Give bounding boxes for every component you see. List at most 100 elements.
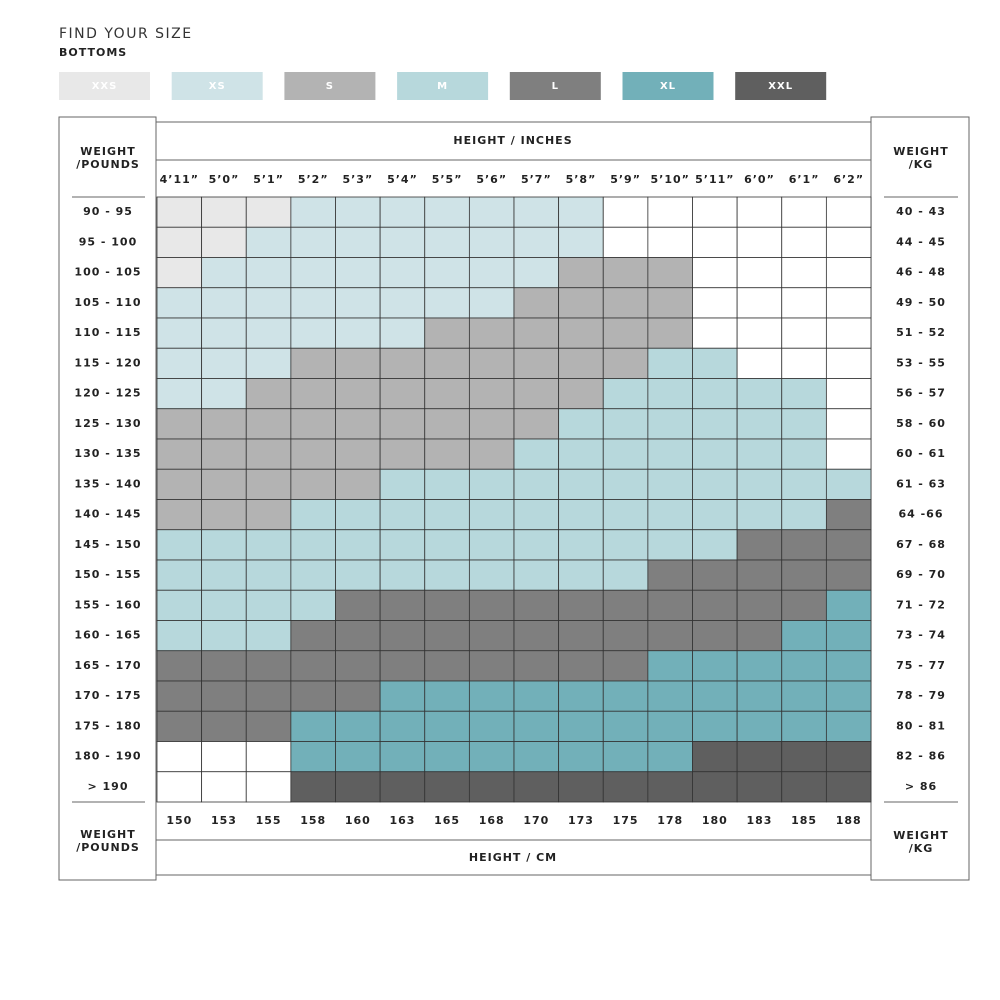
size-cell — [379, 438, 426, 470]
size-cell — [781, 196, 827, 228]
size-cell — [647, 559, 693, 591]
weight-kg-label: 61 - 63 — [896, 477, 946, 490]
height-cm-label: 158 — [300, 814, 326, 827]
size-cell — [379, 226, 426, 258]
size-cell — [781, 257, 827, 289]
size-cell — [379, 771, 426, 803]
weight-kg-label: 46 - 48 — [896, 266, 946, 279]
size-cell — [156, 529, 203, 561]
size-cell — [379, 287, 426, 319]
size-cell — [424, 741, 470, 773]
size-cell — [290, 529, 336, 561]
size-cell — [156, 347, 203, 379]
size-cell — [335, 710, 381, 742]
size-cell — [602, 317, 649, 349]
size-cell — [290, 408, 336, 440]
weight-pound-label: 125 - 130 — [74, 417, 141, 430]
size-cell — [692, 347, 738, 379]
size-cell — [201, 741, 247, 773]
size-cell — [335, 589, 381, 621]
size-cell — [781, 741, 827, 773]
size-cell — [692, 378, 738, 410]
size-cell — [424, 287, 470, 319]
weight-kg-label: 67 - 68 — [896, 538, 946, 551]
size-cell — [424, 196, 470, 228]
size-cell — [736, 710, 783, 742]
legend-label: XS — [209, 81, 226, 92]
size-cell — [379, 559, 426, 591]
size-cell — [201, 771, 247, 803]
weight-kg-label: 73 - 74 — [896, 629, 946, 642]
size-cell — [424, 559, 470, 591]
height-inch-label: 5’3” — [342, 173, 373, 186]
size-cell — [201, 317, 247, 349]
weight-title: /POUNDS — [76, 841, 140, 854]
size-cell — [825, 468, 872, 500]
size-cell — [379, 408, 426, 440]
size-cell — [245, 741, 292, 773]
height-inch-label: 6’1” — [789, 173, 820, 186]
size-cell — [825, 226, 872, 258]
size-cell — [379, 529, 426, 561]
size-cell — [558, 468, 604, 500]
size-cell — [335, 378, 381, 410]
size-cell — [736, 196, 783, 228]
size-cell — [647, 499, 693, 531]
size-cell — [290, 438, 336, 470]
height-cm-label: 178 — [657, 814, 683, 827]
size-cell — [468, 741, 515, 773]
grid — [156, 196, 872, 803]
size-cell — [513, 650, 560, 682]
size-cell — [736, 589, 783, 621]
height-inch-label: 5’4” — [387, 173, 418, 186]
size-cell — [781, 226, 827, 258]
size-cell — [558, 438, 604, 470]
weight-kg-label: 53 - 55 — [896, 356, 946, 369]
size-cell — [335, 408, 381, 440]
size-cell — [335, 438, 381, 470]
size-cell — [424, 771, 470, 803]
size-cell — [513, 226, 560, 258]
height-inch-label: 5’9” — [610, 173, 641, 186]
size-cell — [513, 680, 560, 712]
size-cell — [736, 347, 783, 379]
legend-swatch — [509, 72, 601, 100]
size-cell — [602, 741, 649, 773]
height-cm-label: 173 — [568, 814, 594, 827]
weight-pound-label: 180 - 190 — [74, 750, 141, 763]
size-cell — [825, 680, 872, 712]
size-cell — [647, 287, 693, 319]
size-cell — [290, 347, 336, 379]
size-cell — [602, 529, 649, 561]
size-cell — [602, 196, 649, 228]
size-cell — [379, 196, 426, 228]
size-cell — [647, 196, 693, 228]
size-cell — [335, 680, 381, 712]
size-cell — [335, 741, 381, 773]
weight-kg-label: 60 - 61 — [896, 447, 946, 460]
size-cell — [736, 559, 783, 591]
size-cell — [647, 589, 693, 621]
size-cell — [558, 710, 604, 742]
size-cell — [245, 771, 292, 803]
size-cell — [602, 408, 649, 440]
size-cell — [424, 226, 470, 258]
right-panel — [870, 116, 970, 881]
size-cell — [379, 620, 426, 652]
size-cell — [245, 287, 292, 319]
height-cm-label: 153 — [211, 814, 237, 827]
size-cell — [290, 287, 336, 319]
weight-pound-label: 165 - 170 — [74, 659, 141, 672]
title: FIND YOUR SIZE — [59, 26, 193, 42]
size-cell — [245, 680, 292, 712]
weight-pound-label: > 190 — [87, 780, 128, 793]
height-cm-title: HEIGHT / CM — [469, 851, 557, 864]
height-inch-label: 5’8” — [566, 173, 597, 186]
size-cell — [245, 499, 292, 531]
size-cell — [825, 620, 872, 652]
size-cell — [736, 378, 783, 410]
size-cell — [468, 408, 515, 440]
size-cell — [558, 408, 604, 440]
size-cell — [825, 741, 872, 773]
size-cell — [468, 347, 515, 379]
